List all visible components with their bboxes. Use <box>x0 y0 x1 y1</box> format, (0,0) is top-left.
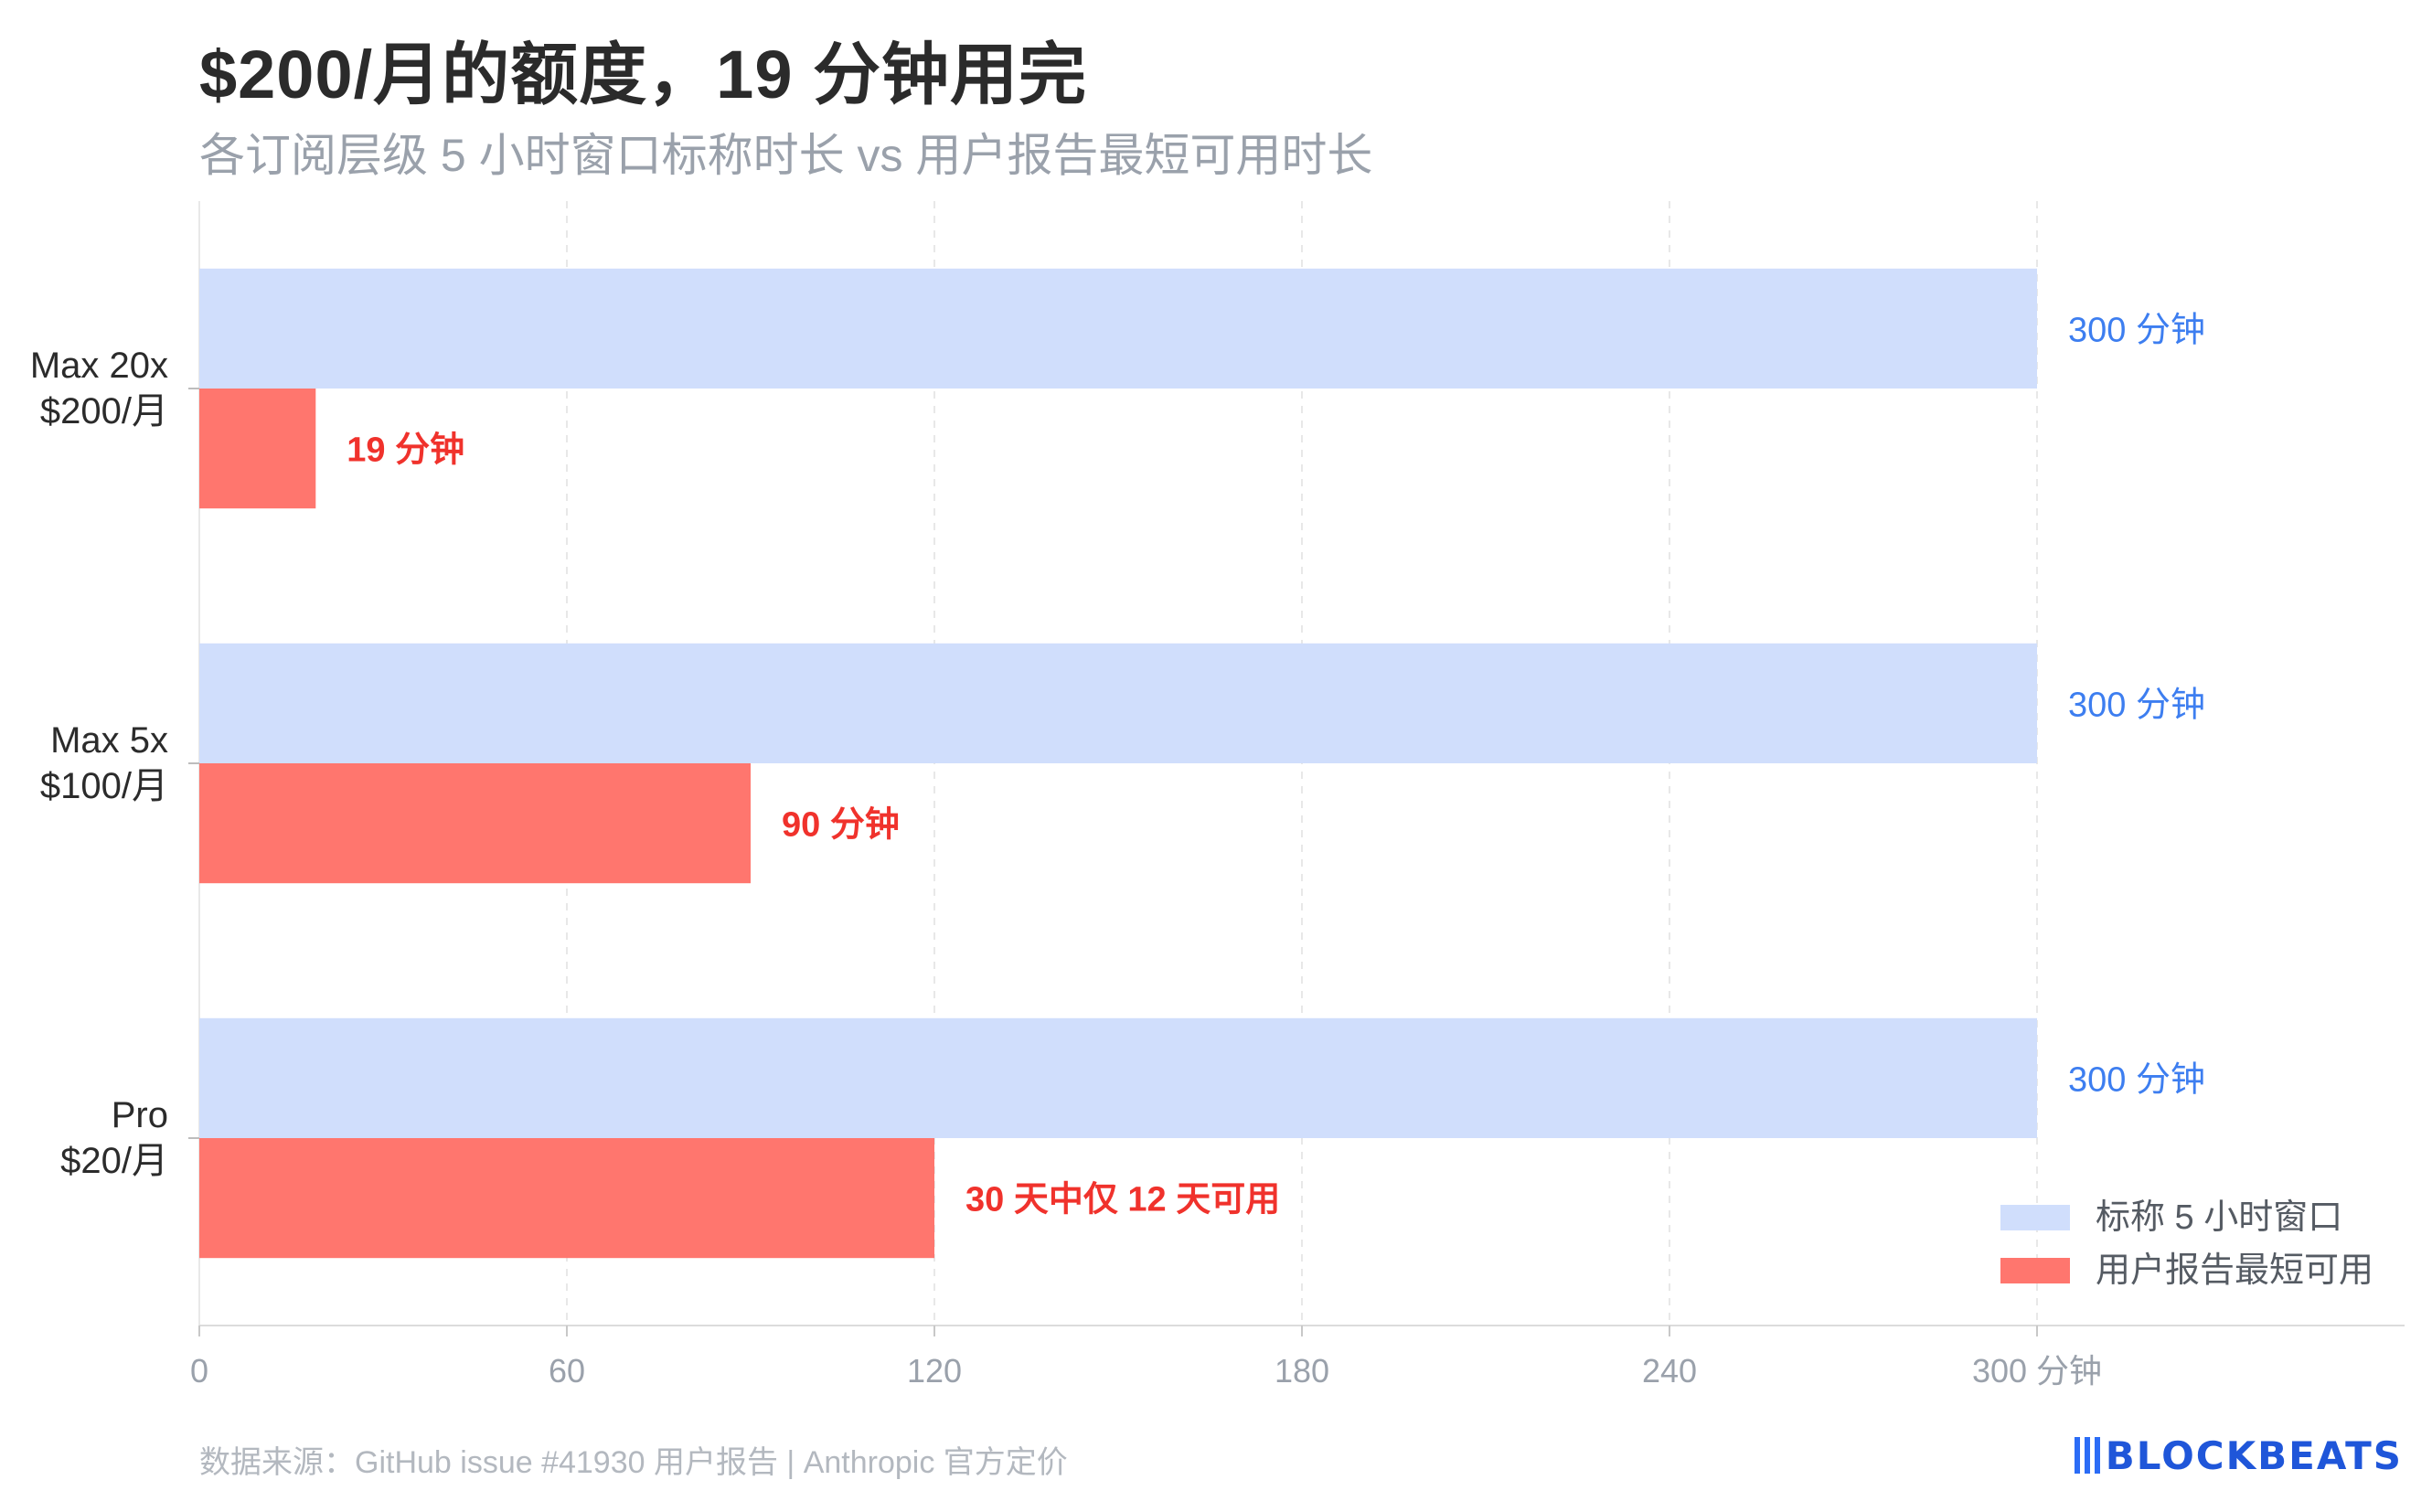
source-footnote: 数据来源：GitHub issue #41930 用户报告 | Anthropi… <box>199 1445 1068 1480</box>
legend-label: 用户报告最短可用 <box>2096 1251 2373 1290</box>
nominal-bar <box>199 1017 2037 1138</box>
category-label: Max 5x <box>50 720 168 761</box>
legend-swatch <box>2000 1258 2070 1283</box>
x-tick-label: 0 <box>190 1352 208 1390</box>
chart-subtitle: 各订阅层级 5 小时窗口标称时长 vs 用户报告最短可用时长 <box>199 130 1373 181</box>
reported-bar <box>199 389 316 509</box>
reported-bar <box>199 763 751 884</box>
reported-bar-label: 19 分钟 <box>347 431 464 470</box>
reported-bar-label: 90 分钟 <box>782 806 900 845</box>
nominal-bar <box>199 643 2037 763</box>
category-label: $20/月 <box>60 1141 168 1181</box>
x-tick-label: 180 <box>1275 1352 1329 1390</box>
x-tick-label: 120 <box>907 1352 962 1390</box>
nominal-bar-label: 300 分钟 <box>2068 1060 2205 1099</box>
nominal-bar-label: 300 分钟 <box>2068 311 2205 349</box>
x-tick-label: 300 分钟 <box>1972 1352 2102 1390</box>
nominal-bar <box>199 268 2037 389</box>
reported-bar <box>199 1138 934 1259</box>
category-label: Max 20x <box>30 346 168 386</box>
legend-swatch <box>2000 1205 2070 1230</box>
reported-bar-label: 30 天中仅 12 天可用 <box>965 1181 1280 1219</box>
category-label: $100/月 <box>40 766 168 806</box>
category-label: Pro <box>112 1095 168 1135</box>
nominal-bar-label: 300 分钟 <box>2068 686 2205 724</box>
legend-label: 标称 5 小时窗口 <box>2096 1198 2342 1237</box>
chart-title: $200/月的额度，19 分钟用完 <box>199 37 1088 112</box>
x-tick-label: 240 <box>1642 1352 1697 1390</box>
logo-bars-icon <box>2074 1437 2100 1474</box>
logo-text: BLOCKBEATS <box>2105 1432 2403 1478</box>
blockbeats-logo: BLOCKBEATS <box>2074 1432 2403 1478</box>
category-label: $200/月 <box>40 391 168 431</box>
x-tick-label: 60 <box>549 1352 585 1390</box>
